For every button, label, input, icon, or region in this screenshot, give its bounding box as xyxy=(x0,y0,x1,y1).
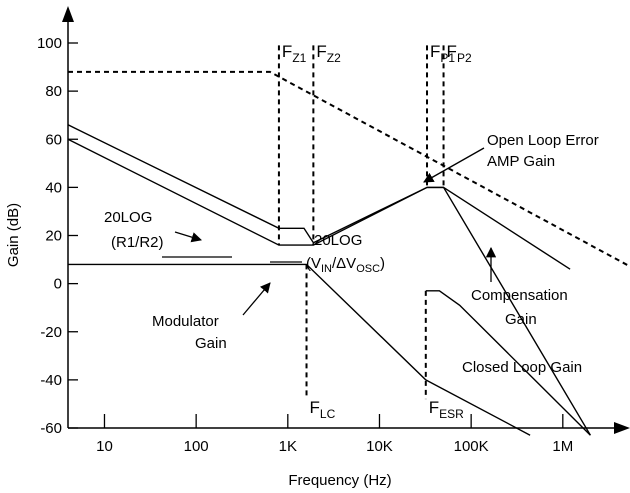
x-axis-title: Frequency (Hz) xyxy=(288,472,391,489)
vin-close: ) xyxy=(380,255,385,272)
y-tick-label: -20 xyxy=(40,324,62,341)
modulator-pointer xyxy=(242,282,271,316)
vin-sub: IN xyxy=(321,263,332,275)
vin-mid: /ΔV xyxy=(332,255,356,272)
y-tick-label: -40 xyxy=(40,372,62,389)
y-tick-label: 60 xyxy=(45,131,62,148)
axes xyxy=(62,6,630,434)
y-tick-label: 0 xyxy=(54,276,62,293)
x-axis-arrow-icon xyxy=(614,422,630,434)
x-tick-label: 100K xyxy=(454,438,489,455)
vosc-sub: OSC xyxy=(356,263,380,275)
series-open-loop-error-amp-gain xyxy=(68,70,630,268)
y-axis-arrow-icon xyxy=(62,6,74,22)
x-tick-label: 10K xyxy=(366,438,393,455)
r-ratio-label-line2: (R1/R2) xyxy=(111,234,164,251)
marker-label-lc: FLC xyxy=(310,398,336,421)
open-loop-label-line1: Open Loop Error xyxy=(487,132,599,149)
modulator-label-line2: Gain xyxy=(195,335,227,352)
series-layer xyxy=(67,70,630,436)
compensation-label-line2: Gain xyxy=(505,311,537,328)
x-tick-label: 10 xyxy=(96,438,113,455)
vin-label-line1: 20LOG xyxy=(314,232,362,249)
marker-label-p2: FP2 xyxy=(447,42,472,65)
modulator-label-line1: Modulator xyxy=(152,313,219,330)
y-tick-label: 80 xyxy=(45,83,62,100)
closed-loop-label: Closed Loop Gain xyxy=(462,359,582,376)
open-loop-pointer xyxy=(423,147,485,183)
open-loop-label-line2: AMP Gain xyxy=(487,153,555,170)
vin-label-line2: (VIN/ΔVOSC) xyxy=(306,255,385,275)
y-tick-label: -60 xyxy=(40,420,62,437)
marker-label-esr: FESR xyxy=(429,398,464,421)
y-tick-label: 100 xyxy=(37,35,62,52)
x-tick-label: 100 xyxy=(184,438,209,455)
marker-label-z1: FZ1 xyxy=(282,42,307,65)
r-ratio-label-line1: 20LOG xyxy=(104,209,152,226)
x-tick-label: 1M xyxy=(552,438,573,455)
compensation-label-line1: Compensation xyxy=(471,287,568,304)
series-compensation-gain xyxy=(67,138,571,270)
r-ratio-pointer xyxy=(174,231,202,243)
y-axis-title: Gain (dB) xyxy=(5,203,22,267)
marker-label-z2: FZ2 xyxy=(316,42,341,65)
series-closed-loop-gain xyxy=(67,124,592,436)
y-tick-label: 40 xyxy=(45,179,62,196)
annotations: Open Loop Error AMP Gain Compensation Ga… xyxy=(104,132,599,376)
vin-open: (V xyxy=(306,255,321,272)
series-modulator-gain xyxy=(68,263,531,436)
series-modulator-gain xyxy=(425,290,591,436)
y-tick-label: 20 xyxy=(45,228,62,245)
x-tick-label: 1K xyxy=(279,438,297,455)
